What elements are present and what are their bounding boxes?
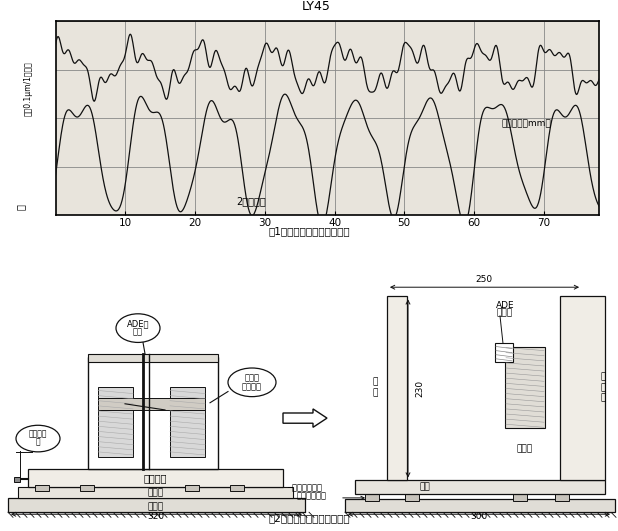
Text: 位［0.1μm/1目盛］: 位［0.1μm/1目盛］ [24, 62, 33, 116]
Bar [8, 498, 305, 512]
Bar [560, 296, 605, 481]
Bar [98, 388, 133, 457]
Bar [35, 485, 49, 491]
Text: 图2：鉢球通过振动测定装置: 图2：鉢球通过振动测定装置 [268, 513, 350, 523]
Bar [28, 469, 283, 486]
Bar [355, 481, 605, 494]
Text: 图1：鉢球通过振动测定数据: 图1：鉢球通过振动测定数据 [268, 226, 350, 236]
Text: リニアガイド: リニアガイド [297, 491, 327, 500]
Bar [405, 494, 419, 501]
Text: 移動距離［mm］: 移動距離［mm］ [502, 119, 551, 129]
Bar [98, 398, 205, 410]
Text: テーブル: テーブル [143, 473, 167, 483]
Text: 棒: 棒 [36, 437, 40, 446]
Bar [80, 485, 94, 491]
Bar [18, 486, 293, 498]
Text: 250: 250 [475, 275, 493, 284]
Bar [495, 344, 513, 362]
Text: 320: 320 [148, 512, 164, 521]
Text: 230: 230 [415, 380, 424, 397]
Text: 支
柱: 支 柱 [372, 378, 378, 397]
Text: 感器: 感器 [133, 328, 143, 337]
Bar [185, 485, 199, 491]
Ellipse shape [16, 425, 60, 452]
Text: 支
撑
台: 支 撑 台 [600, 373, 606, 402]
Bar [88, 357, 218, 469]
Bar [513, 494, 527, 501]
Bar [555, 494, 569, 501]
Bar [505, 347, 545, 429]
Text: ADE传: ADE传 [127, 320, 150, 329]
Bar [170, 388, 205, 457]
Bar [14, 477, 20, 482]
Bar [230, 485, 244, 491]
Text: 2点接触品: 2点接触品 [237, 196, 266, 207]
Text: 平台: 平台 [420, 483, 430, 492]
Bar [365, 494, 379, 501]
Text: LY45: LY45 [302, 1, 331, 13]
Text: 変: 変 [15, 204, 25, 210]
Bar [387, 296, 407, 481]
Text: 驱动传递: 驱动传递 [29, 429, 47, 438]
FancyArrow shape [283, 409, 327, 427]
Text: 传感器: 传感器 [497, 309, 513, 318]
Ellipse shape [116, 314, 160, 342]
Text: 磁　铁: 磁 铁 [517, 444, 533, 453]
Text: 台　座: 台 座 [148, 489, 164, 498]
Text: 基准棒: 基准棒 [245, 374, 260, 383]
Text: ADE: ADE [496, 301, 514, 310]
Bar [345, 499, 615, 512]
Ellipse shape [228, 368, 276, 397]
Bar [88, 354, 218, 362]
Text: 石定盤: 石定盤 [148, 502, 164, 511]
Text: 300: 300 [470, 512, 488, 521]
Text: （镜像）: （镜像） [242, 382, 262, 391]
Text: ─リニアガイド: ─リニアガイド [287, 484, 322, 493]
